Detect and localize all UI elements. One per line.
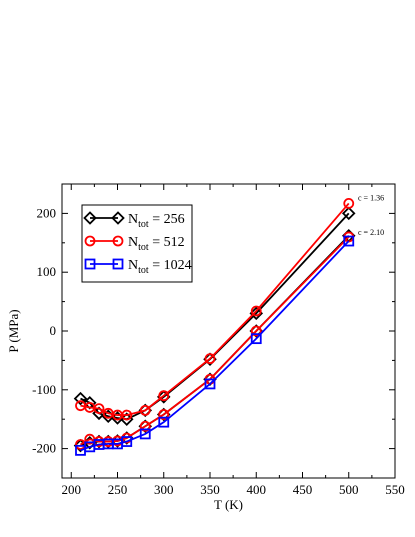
- x-axis-label: T (K): [214, 497, 243, 512]
- x-tick-label-250: 250: [108, 482, 128, 497]
- series-1-point: [139, 420, 151, 432]
- series-0-point: [341, 206, 356, 221]
- series-1-point: [93, 403, 105, 415]
- series-2-point: [121, 436, 133, 447]
- series-1-point: [250, 305, 262, 317]
- series-1-point: [158, 390, 170, 402]
- x-tick-label-400: 400: [247, 482, 267, 497]
- legend-marker-1: [112, 235, 124, 247]
- y-tick-label-100: 100: [37, 264, 57, 279]
- legend: Ntot = 256 Ntot = 512 Ntot = 1024: [81, 204, 193, 283]
- series-1-point: [139, 404, 151, 416]
- x-tick-label-350: 350: [200, 482, 220, 497]
- legend-marker-0: [111, 211, 125, 225]
- series-1-point: [343, 198, 355, 209]
- series-2-line-0: [80, 240, 350, 452]
- legend-marker-2: [112, 258, 124, 270]
- series-2-point: [158, 416, 170, 428]
- series-2: [75, 235, 355, 456]
- y-tick-label--200: -200: [32, 441, 56, 456]
- y-tick-label-200: 200: [37, 205, 57, 220]
- x-tick-label-300: 300: [154, 482, 174, 497]
- series-0-point: [73, 391, 88, 406]
- y-axis-label: P (MPa): [6, 309, 21, 352]
- y-tick-label--100: -100: [32, 382, 56, 397]
- legend-marker-2: [84, 258, 96, 270]
- ticks-layer: 200 250 300 350 400 450 500 550 -200 -100 0 100 200: [32, 184, 405, 497]
- series-2-point: [204, 378, 216, 390]
- series-2-point: [250, 333, 262, 345]
- x-tick-label-500: 500: [339, 482, 359, 497]
- series-2-point: [343, 235, 355, 247]
- x-tick-label-550: 550: [385, 482, 405, 497]
- annotation-c-1024: c = 2.10: [358, 228, 384, 237]
- legend-label-2: Ntot = 1024: [128, 258, 192, 276]
- series-2-point: [139, 428, 151, 440]
- legend-marker-0: [83, 211, 97, 225]
- y-tick-label-0: 0: [50, 323, 57, 338]
- series-1-point: [204, 353, 216, 365]
- x-tick-label-200: 200: [62, 482, 82, 497]
- series-1-point: [121, 409, 133, 421]
- series-1-point: [158, 409, 170, 420]
- x-tick-label-450: 450: [293, 482, 313, 497]
- annotation-c-256: c = 1.36: [358, 193, 384, 202]
- legend-marker-1: [84, 235, 96, 247]
- series-1-line-0: [80, 202, 350, 416]
- annotation-layer: c = 1.36 c = 2.10: [358, 193, 384, 237]
- series-1-point: [250, 325, 262, 337]
- series-layer: [73, 198, 356, 456]
- legend-label-1: Ntot = 512: [128, 235, 185, 253]
- legend-label-0: Ntot = 256: [128, 212, 185, 230]
